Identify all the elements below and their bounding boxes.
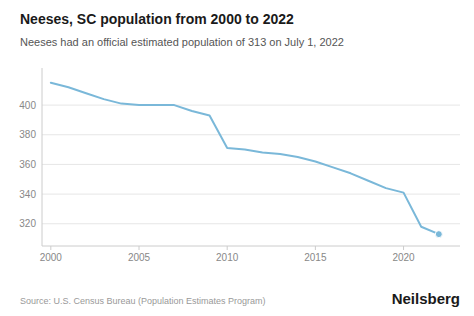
y-tick-label: 400 (19, 100, 36, 111)
x-tick-label: 2000 (40, 252, 63, 263)
x-tick (227, 246, 228, 250)
grid-line (42, 194, 460, 195)
x-tick-label: 2015 (304, 252, 327, 263)
population-line (51, 83, 439, 234)
grid-line (42, 105, 460, 106)
grid (42, 105, 460, 224)
grid-line (42, 164, 460, 165)
grid-line (42, 223, 460, 224)
source: Source: U.S. Census Bureau (Population E… (20, 296, 266, 306)
last-point (435, 231, 442, 238)
y-axis-line (42, 68, 43, 246)
x-tick-label: 2020 (392, 252, 415, 263)
y-tick-label: 380 (19, 129, 36, 140)
x-tick (139, 246, 140, 250)
title: Neeses, SC population from 2000 to 2022 (20, 11, 294, 27)
y-tick-label: 320 (19, 218, 36, 229)
grid-line (42, 134, 460, 135)
x-axis-line (42, 246, 460, 247)
y-tick-label: 340 (19, 189, 36, 200)
x-tick-label: 2005 (128, 252, 151, 263)
x-tick-label: 2010 (216, 252, 239, 263)
chart: Neeses, SC population from 2000 to 2022 N… (0, 0, 474, 316)
x-tick (50, 246, 51, 250)
x-tick (403, 246, 404, 250)
y-tick-label: 360 (19, 159, 36, 170)
x-tick (315, 246, 316, 250)
watermark: Neilsberg (392, 290, 460, 307)
subtitle: Neeses had an official estimated populat… (20, 36, 344, 48)
plot-area (51, 83, 443, 238)
